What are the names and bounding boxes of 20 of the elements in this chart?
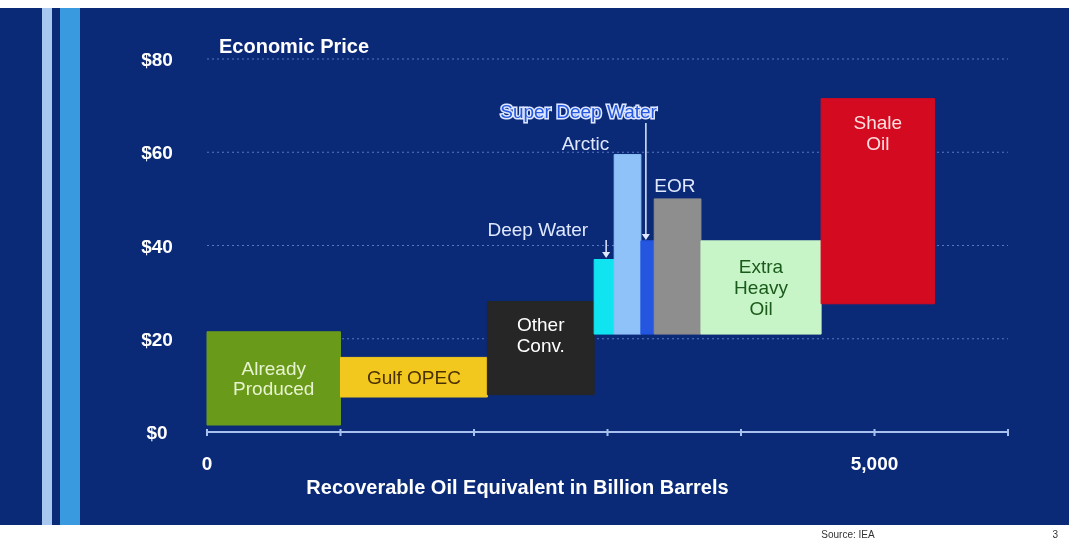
series-label: Other Conv. [516,314,566,357]
text: Super Deep Water [500,101,658,122]
series-label: Deep Water [487,219,589,240]
y-axis-title: Economic Price [219,35,370,57]
series-label: Extra Heavy Oil [734,256,789,320]
series-label: Gulf OPEC [366,366,461,388]
x-axis-title: Recoverable Oil Equivalent in Billion Barrels [306,476,729,498]
y-tick-label: $60 [141,142,173,164]
x-tick-label: 0 [201,453,213,474]
series-label: Already Produced [233,357,315,400]
y-tick-label: $80 [141,49,173,70]
x-tick-label: 5,000 [850,453,899,474]
series-label: EOR [654,175,696,196]
series-label: Arctic [561,133,610,154]
y-tick-label: $40 [141,235,173,257]
y-tick-label: $0 [146,422,168,443]
source-note: Source: IEA [821,529,876,540]
text: 3 [1052,529,1059,540]
series-label: Shale Oil [853,111,903,154]
y-tick-label: $20 [141,328,173,350]
